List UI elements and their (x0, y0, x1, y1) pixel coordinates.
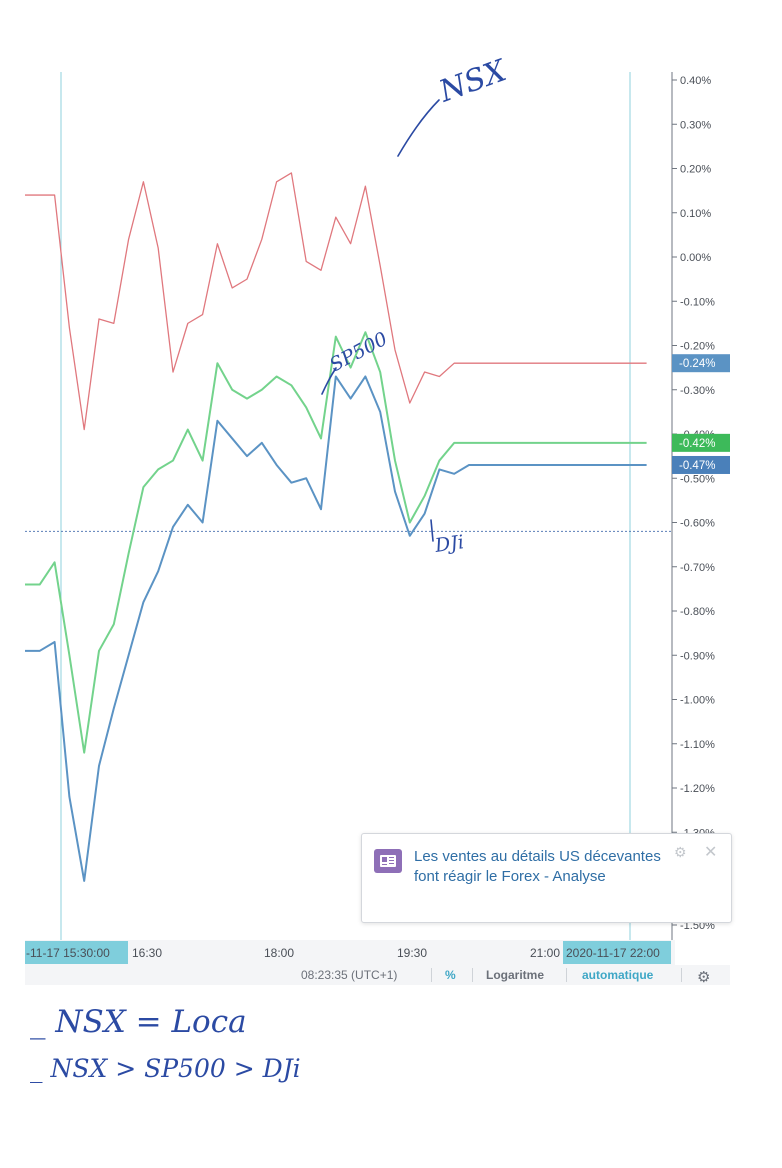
nsx-pointer-stroke (397, 99, 440, 157)
toolbar-divider (431, 968, 432, 982)
y-tick-label: 0.30% (680, 119, 711, 131)
end-value-badge (672, 433, 730, 452)
log-scale-toggle[interactable]: Logaritme (486, 968, 545, 982)
sp500-pointer-stroke (321, 367, 337, 395)
y-tick-label: 0.10% (680, 208, 711, 220)
y-tick-label: -0.80% (680, 606, 715, 618)
end-labels: -0.24% -0.42% -0.47% (672, 354, 730, 474)
series-line-nsx (25, 172, 647, 431)
x-tick-label: 21:00 (530, 946, 560, 960)
x-tick-label: 16:30 (132, 946, 162, 960)
y-tick-label: -0.20% (680, 341, 715, 353)
end-value-badge (672, 354, 730, 373)
x-tick-label: 18:00 (264, 946, 294, 960)
y-tick-label: -1.10% (680, 739, 715, 751)
toolbar-divider (472, 968, 473, 982)
gear-icon[interactable]: ⚙ (697, 969, 711, 986)
percent-toggle[interactable]: % (445, 968, 456, 982)
x-end-badge (563, 941, 671, 964)
y-tick-label: 0.40% (680, 75, 711, 87)
y-tick-label: -0.70% (680, 562, 715, 574)
y-tick-label: -0.10% (680, 296, 715, 308)
dji-pointer-stroke (430, 519, 434, 542)
news-toast[interactable]: Les ventes au détails US décevantes font… (361, 833, 732, 923)
newspaper-icon (374, 849, 402, 873)
note-line-1: _ NSX = Loca (30, 1004, 247, 1040)
close-icon[interactable]: ✕ (704, 844, 718, 861)
plot-background (25, 70, 730, 965)
clock-readout: 08:23:35 (UTC+1) (301, 968, 398, 982)
end-value-badge (672, 455, 730, 474)
x-end-label: 2020-11-17 22:00 (566, 946, 660, 960)
series-line-dji (25, 375, 647, 882)
end-value-label: -0.42% (679, 438, 715, 450)
y-tick-label: 0.00% (680, 252, 711, 264)
note-line-2: _ NSX > SP500 > DJi (30, 1054, 301, 1083)
x-start-label: -11-17 15:30:00 (26, 946, 110, 960)
toolbar-divider (681, 968, 682, 982)
end-value-label: -0.24% (679, 358, 715, 370)
y-tick-label: -1.50% (680, 920, 715, 932)
y-tick-label: -0.90% (680, 650, 715, 662)
gear-icon[interactable]: ⚙ (674, 844, 687, 860)
y-tick-label: 0.20% (680, 164, 711, 176)
y-tick-label: -1.20% (680, 783, 715, 795)
y-tick-label: -0.30% (680, 385, 715, 397)
x-start-badge (25, 941, 128, 964)
chart-toolbar: 08:23:35 (UTC+1) % Logaritme automatique… (25, 965, 730, 986)
news-headline[interactable]: Les ventes au détails US décevantes font… (414, 848, 661, 885)
x-tick-label: 19:30 (397, 946, 427, 960)
y-tick-label: -0.60% (680, 518, 715, 530)
dji-annotation: DJi (433, 531, 466, 557)
end-value-label: -0.47% (679, 460, 715, 472)
series-line-sp500 (25, 331, 647, 754)
x-axis: 16:30 18:00 19:30 21:00 -11-17 15:30:00 2020-… (25, 941, 671, 964)
toolbar-divider (566, 968, 567, 982)
y-tick-label: -1.00% (680, 695, 715, 707)
y-tick-label: -0.50% (680, 473, 715, 485)
series-group (25, 172, 647, 882)
auto-scale-toggle[interactable]: automatique (582, 968, 654, 982)
